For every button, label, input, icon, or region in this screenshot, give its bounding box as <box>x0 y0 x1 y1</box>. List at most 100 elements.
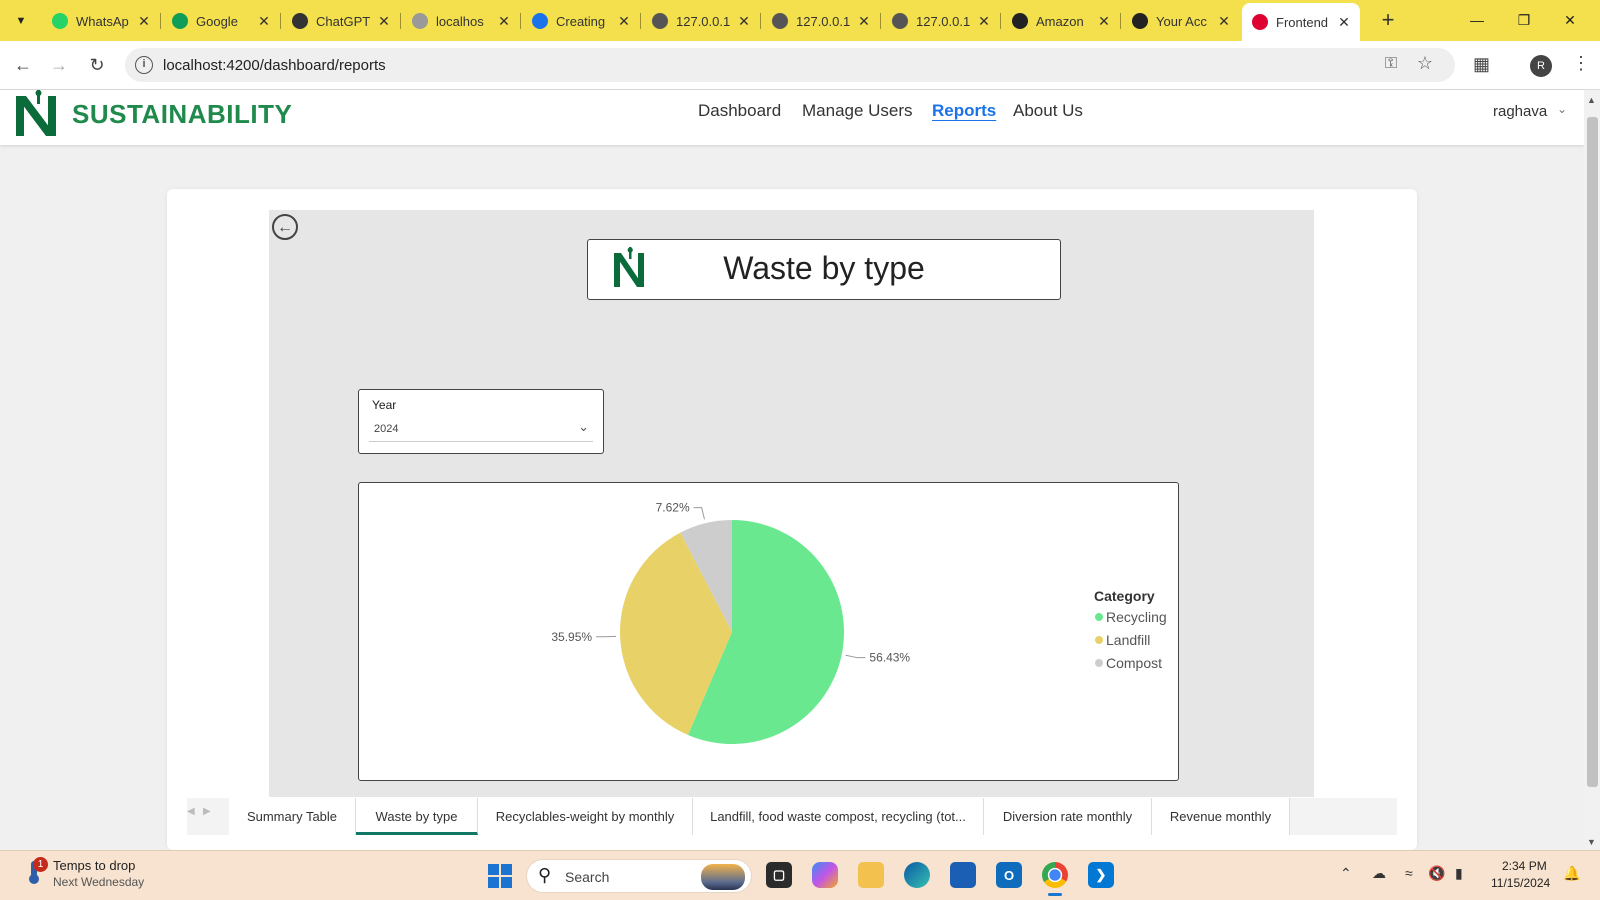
pie-chart-visual[interactable]: 56.43% 35.95% 7.62% Category Recycling Landfi… <box>358 482 1179 781</box>
legend-item-landfill[interactable]: Landfill <box>1106 632 1150 648</box>
nav-dashboard[interactable]: Dashboard <box>698 101 782 120</box>
browser-tab[interactable]: localhos ✕ <box>402 6 520 36</box>
scroll-up-arrow-icon[interactable]: ▲ <box>1587 95 1596 105</box>
close-tab-icon[interactable]: ✕ <box>1098 12 1110 29</box>
back-button[interactable]: ← <box>272 214 298 240</box>
extensions-puzzle-icon[interactable]: ▦ <box>1473 54 1491 74</box>
close-tab-icon[interactable]: ✕ <box>1338 13 1350 30</box>
page-nav-arrows[interactable]: ◀ ▶ <box>187 806 211 817</box>
scroll-down-arrow-icon[interactable]: ▼ <box>1587 837 1596 847</box>
tab-separator <box>160 13 161 29</box>
browser-tab[interactable]: WhatsAp ✕ <box>42 6 160 36</box>
globe-icon <box>652 13 668 29</box>
nav-manage-users[interactable]: Manage Users <box>802 101 913 120</box>
data-label: 56.43% <box>869 651 910 665</box>
new-tab-button[interactable]: + <box>1381 7 1395 32</box>
browser-tab[interactable]: Frontend ✕ <box>1242 3 1360 41</box>
clock-date[interactable]: 11/15/2024 <box>1491 876 1551 890</box>
tab-search-button[interactable]: ▼ <box>8 8 34 34</box>
bookmark-star-icon[interactable]: ☆ <box>1416 53 1433 73</box>
minimize-button[interactable]: — <box>1470 12 1484 28</box>
page-tab-landfill-compost-recycling[interactable]: Landfill, food waste compost, recycling … <box>693 798 984 835</box>
browser-tab[interactable]: Creating ✕ <box>522 6 640 36</box>
edge-browser-icon[interactable] <box>904 862 930 888</box>
vscode-icon[interactable]: ❯ <box>1088 862 1114 888</box>
globe-icon <box>892 13 908 29</box>
tab-separator <box>640 13 641 29</box>
close-tab-icon[interactable]: ✕ <box>618 12 630 29</box>
reload-icon[interactable]: ↻ <box>89 55 105 75</box>
windows-start-icon[interactable] <box>488 864 512 888</box>
browser-tab[interactable]: 127.0.0.1 ✕ <box>882 6 1000 36</box>
forward-arrow-icon[interactable]: → <box>50 55 68 75</box>
site-info-icon[interactable]: i <box>135 56 153 74</box>
page-tab-summary-table[interactable]: Summary Table <box>229 798 356 835</box>
pie-slice-recycling[interactable] <box>687 520 844 744</box>
close-tab-icon[interactable]: ✕ <box>498 12 510 29</box>
restore-button[interactable]: ❐ <box>1517 12 1531 28</box>
browser-tab[interactable]: 127.0.0.1 ✕ <box>762 6 880 36</box>
close-tab-icon[interactable]: ✕ <box>378 12 390 29</box>
weather-title[interactable]: Temps to drop <box>53 858 136 873</box>
copilot-icon[interactable] <box>812 862 838 888</box>
close-tab-icon[interactable]: ✕ <box>738 12 750 29</box>
scrollbar-thumb[interactable] <box>1587 117 1598 787</box>
page-tab-recyclables-weight[interactable]: Recyclables-weight by monthly <box>478 798 693 835</box>
year-dropdown-value[interactable]: 2024 <box>374 423 399 435</box>
browser-tab[interactable]: Your Acc ✕ <box>1122 6 1240 36</box>
chevron-right-icon[interactable]: ▶ <box>203 806 211 817</box>
show-hidden-icons-chevron-icon[interactable]: ⌃ <box>1340 865 1352 881</box>
close-tab-icon[interactable]: ✕ <box>258 12 270 29</box>
back-arrow-icon[interactable]: ← <box>14 55 32 75</box>
close-tab-icon[interactable]: ✕ <box>978 12 990 29</box>
tab-separator <box>880 13 881 29</box>
more-menu-icon[interactable]: ⋮ <box>1572 53 1590 73</box>
pie-slice-landfill[interactable] <box>620 532 732 735</box>
chevron-down-icon[interactable]: ⌄ <box>578 419 589 434</box>
task-view-icon[interactable]: ▢ <box>766 862 792 888</box>
user-menu[interactable]: raghava <box>1493 103 1548 120</box>
nav-about-us[interactable]: About Us <box>1013 101 1083 120</box>
onedrive-cloud-icon[interactable]: ☁ <box>1372 865 1386 881</box>
browser-tab-title: Creating <box>556 13 606 29</box>
legend-marker <box>1095 636 1103 644</box>
report-title: Waste by type <box>723 250 925 286</box>
battery-icon[interactable]: ▮ <box>1455 865 1463 881</box>
profile-avatar[interactable]: R <box>1530 55 1552 77</box>
nav-reports[interactable]: Reports <box>932 101 997 120</box>
close-window-button[interactable]: ✕ <box>1564 12 1576 28</box>
browser-tab[interactable]: 127.0.0.1 ✕ <box>642 6 760 36</box>
page-tab-diversion-rate[interactable]: Diversion rate monthly <box>984 798 1152 835</box>
legend-item-compost[interactable]: Compost <box>1106 655 1162 671</box>
chrome-icon[interactable] <box>1042 862 1068 888</box>
browser-tab[interactable]: Amazon ✕ <box>1002 6 1120 36</box>
tab-separator <box>400 13 401 29</box>
file-explorer-icon[interactable] <box>858 862 884 888</box>
taskbar-search[interactable]: ⚲ Search <box>526 859 752 893</box>
outlook-icon[interactable]: O <box>996 862 1022 888</box>
chevron-left-icon[interactable]: ◀ <box>187 806 195 817</box>
microsoft-store-icon[interactable] <box>950 862 976 888</box>
browser-tab[interactable]: Google ✕ <box>162 6 280 36</box>
year-dropdown[interactable]: 2024 ⌄ <box>369 417 593 442</box>
clock-time[interactable]: 2:34 PM <box>1502 859 1547 873</box>
address-bar[interactable]: i localhost:4200/dashboard/reports ⚿ ☆ <box>125 48 1455 82</box>
close-tab-icon[interactable]: ✕ <box>1218 12 1230 29</box>
legend-item-recycling[interactable]: Recycling <box>1106 609 1167 625</box>
page-tab-waste-by-type[interactable]: Waste by type <box>356 798 478 835</box>
volume-muted-icon[interactable]: 🔇 <box>1428 865 1446 881</box>
browser-tab[interactable]: ChatGPT ✕ <box>282 6 400 36</box>
brand-logo[interactable] <box>14 90 62 140</box>
page-tab-revenue-monthly[interactable]: Revenue monthly <box>1152 798 1290 835</box>
notification-bell-icon[interactable]: 🔔 <box>1563 865 1581 881</box>
chevron-down-icon[interactable]: ⌄ <box>1557 102 1568 116</box>
browser-tab-title: Amazon <box>1036 13 1084 29</box>
wifi-icon[interactable]: ≈ <box>1405 865 1413 881</box>
close-tab-icon[interactable]: ✕ <box>858 12 870 29</box>
weather-subtitle[interactable]: Next Wednesday <box>53 875 145 889</box>
close-tab-icon[interactable]: ✕ <box>138 12 150 29</box>
pie-slice-compost[interactable] <box>680 520 732 632</box>
password-key-icon[interactable]: ⚿ <box>1384 55 1397 72</box>
url-text[interactable]: localhost:4200/dashboard/reports <box>163 57 386 74</box>
browser-tab-title: ChatGPT <box>316 13 371 29</box>
